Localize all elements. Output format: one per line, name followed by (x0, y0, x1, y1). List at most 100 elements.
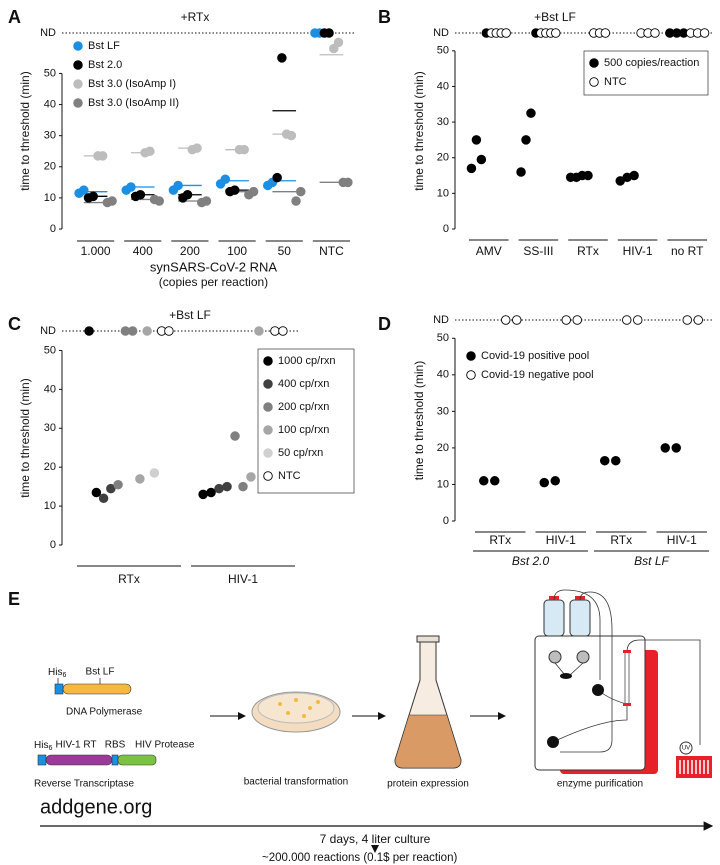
tag-sub: 6 (48, 745, 52, 752)
y-tick-label: ND (433, 314, 449, 326)
tubes (679, 760, 709, 774)
data-point (583, 170, 593, 181)
legend-marker (263, 425, 273, 435)
x-axis-note: (copies per reaction) (159, 275, 268, 289)
legend-marker (466, 351, 476, 361)
gene-label: HIV Protease (135, 740, 195, 751)
data-point (600, 455, 610, 466)
data-point (501, 28, 511, 38)
data-point (693, 315, 704, 325)
panel-letter: D (378, 314, 391, 334)
data-point (79, 185, 89, 195)
data-point (324, 28, 334, 38)
data-point (164, 326, 174, 336)
data-point (476, 154, 487, 165)
construct-label: Reverse Transcriptase (34, 779, 134, 790)
chart-title: +Bst LF (534, 10, 576, 24)
bottle (543, 599, 565, 637)
legend-label: Bst LF (88, 40, 120, 52)
data-point (222, 481, 232, 492)
y-tick-label: 50 (437, 45, 449, 57)
data-point (682, 315, 693, 325)
rbs (111, 754, 119, 766)
y-tick-label: 40 (44, 98, 56, 110)
group-label: Bst 2.0 (512, 554, 550, 568)
data-point (84, 326, 94, 336)
y-axis-label: time to threshold (min) (412, 361, 426, 480)
y-tick-label: 20 (44, 461, 56, 473)
y-tick-label: 0 (443, 515, 449, 527)
group-label: Bst LF (634, 554, 669, 568)
data-point (248, 186, 259, 197)
data-point (333, 37, 344, 48)
x-tick-label: NTC (319, 244, 344, 258)
detector (679, 741, 693, 755)
legend-marker (263, 379, 273, 389)
x-tick-label: RTx (577, 244, 599, 258)
detector-label: UV (682, 746, 690, 752)
data-point (145, 146, 155, 156)
data-point (142, 326, 152, 336)
data-point (270, 326, 280, 336)
legend-label: 400 cp/rxn (278, 378, 329, 390)
y-tick-label: 50 (437, 332, 449, 344)
data-point (106, 483, 116, 494)
y-tick-label: 30 (44, 130, 56, 142)
his-tag (54, 683, 64, 695)
legend-label: NTC (604, 76, 627, 88)
tag: His (48, 667, 62, 678)
flask-rim (416, 635, 440, 643)
x-tick-label: AMV (476, 244, 502, 258)
y-tick-label: 10 (44, 192, 56, 204)
data-point (107, 196, 117, 206)
panel-e: E His6 Bst LF DNA Polymerase His6 HIV-1 … (8, 589, 714, 864)
legend-label: NTC (278, 470, 301, 482)
data-point (572, 315, 583, 325)
pump (560, 673, 572, 679)
step-label: enzyme purification (557, 779, 643, 790)
step-label: bacterial transformation (244, 777, 349, 788)
gene-bar (62, 683, 132, 695)
x-tick-label: RTx (118, 572, 140, 586)
yield-label: ~200.000 reactions (0.1$ per reaction) (262, 852, 457, 864)
chart-title: +Bst LF (169, 308, 211, 322)
data-point (220, 174, 231, 184)
data-point (246, 472, 256, 482)
panel-letter: B (378, 7, 391, 27)
data-point (526, 108, 536, 118)
data-point (291, 196, 301, 206)
instrument (534, 635, 646, 771)
data-point (182, 190, 193, 200)
data-point (135, 190, 146, 200)
his-tag (37, 754, 47, 766)
x-tick-label: HIV-1 (667, 533, 697, 547)
legend-marker (589, 58, 599, 68)
data-point (198, 489, 208, 500)
x-axis-label: synSARS-CoV-2 RNA (150, 259, 277, 274)
legend-marker (263, 356, 273, 366)
data-point (149, 468, 160, 478)
data-point (501, 315, 511, 325)
data-point (126, 182, 136, 192)
data-point (629, 170, 639, 181)
y-tick-label: 0 (50, 223, 56, 235)
tubing (552, 589, 701, 753)
x-tick-label: RTx (610, 533, 632, 547)
culture (394, 714, 462, 769)
x-tick-label: HIV-1 (228, 572, 258, 586)
data-point (173, 180, 183, 191)
data-point (113, 479, 123, 490)
x-tick-label: HIV-1 (546, 533, 576, 547)
data-point (650, 28, 660, 38)
legend-label: Covid-19 negative pool (481, 369, 594, 381)
data-point (343, 177, 353, 188)
data-point (98, 493, 109, 504)
y-tick-label: 20 (44, 161, 56, 173)
x-tick-label: 1.000 (81, 244, 111, 258)
data-point (278, 326, 288, 336)
data-point (479, 476, 489, 486)
source: addgene.org (40, 796, 152, 818)
gene-bar (45, 754, 113, 766)
data-point (272, 172, 282, 183)
